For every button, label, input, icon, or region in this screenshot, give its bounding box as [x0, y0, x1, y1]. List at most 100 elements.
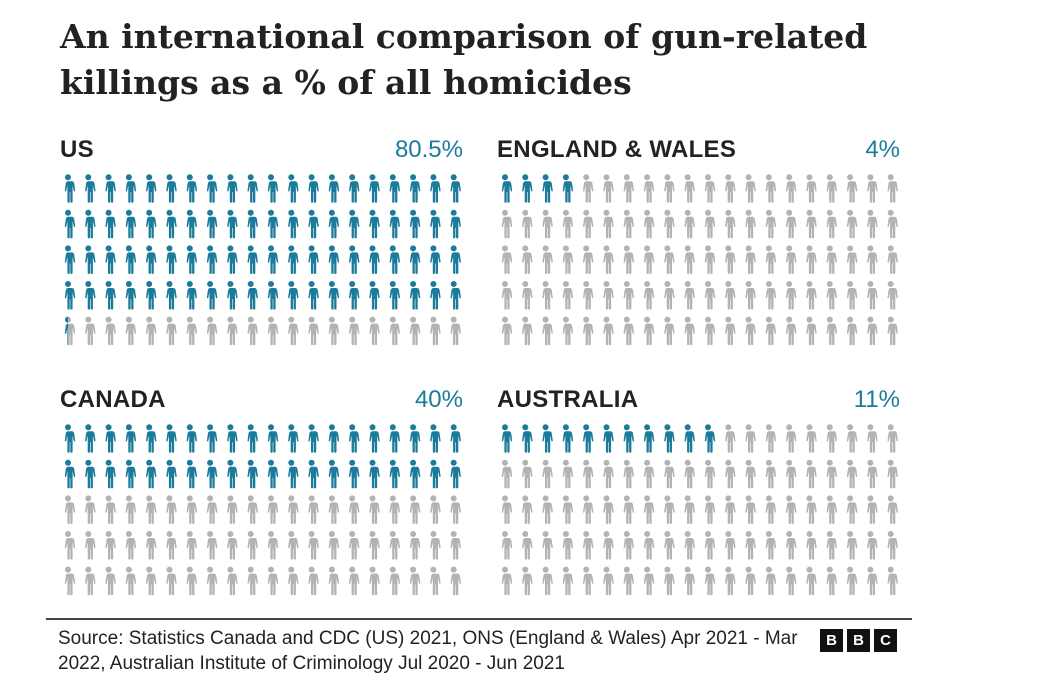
person-icon — [602, 174, 614, 203]
person-icon — [805, 495, 817, 524]
person-icon — [562, 459, 574, 489]
person-icon — [84, 174, 96, 203]
person-icon — [846, 245, 858, 274]
person-icon — [866, 281, 878, 310]
person-icon — [246, 245, 258, 274]
person-icon — [886, 424, 898, 453]
person-icon — [246, 495, 258, 524]
person-icon — [683, 209, 695, 239]
person-icon — [683, 531, 695, 560]
person-icon — [186, 459, 198, 489]
person-icon — [744, 459, 756, 489]
person-icon — [429, 424, 441, 453]
person-icon — [866, 424, 878, 453]
person-icon — [886, 495, 898, 524]
person-icon — [501, 424, 513, 453]
person-icon — [186, 209, 198, 239]
person-icon — [704, 281, 716, 310]
person-icon — [104, 495, 116, 524]
person-icon — [765, 424, 777, 453]
person-icon — [348, 316, 360, 346]
person-icon — [429, 495, 441, 524]
person-icon — [521, 209, 533, 239]
person-icon — [724, 174, 736, 203]
person-icon — [765, 531, 777, 560]
person-icon — [368, 174, 380, 203]
person-icon — [328, 566, 340, 596]
person-icon — [704, 531, 716, 560]
logo-letter: B — [820, 629, 843, 652]
person-icon — [165, 316, 177, 346]
person-icon — [826, 531, 838, 560]
person-icon — [643, 209, 655, 239]
person-icon — [805, 424, 817, 453]
person-icon — [429, 459, 441, 489]
person-icon — [409, 531, 421, 560]
person-icon — [328, 174, 340, 203]
person-icon — [409, 566, 421, 596]
person-icon — [328, 316, 340, 346]
person-icon — [145, 174, 157, 203]
pictogram-grid — [64, 174, 461, 346]
person-icon — [389, 209, 401, 239]
person-icon — [226, 316, 238, 346]
person-icon — [623, 495, 635, 524]
person-icon — [805, 209, 817, 239]
person-icon — [348, 459, 360, 489]
person-icon — [623, 209, 635, 239]
person-icon — [287, 495, 299, 524]
person-icon — [501, 459, 513, 489]
person-icon — [765, 245, 777, 274]
person-icon — [582, 459, 594, 489]
person-icon — [125, 281, 137, 310]
person-icon — [449, 531, 461, 560]
person-icon — [307, 566, 319, 596]
person-icon — [765, 281, 777, 310]
person-icon — [287, 174, 299, 203]
logo-letter: C — [874, 629, 897, 652]
person-icon — [287, 459, 299, 489]
person-icon — [125, 531, 137, 560]
pictogram-grid — [501, 424, 898, 596]
person-icon — [521, 245, 533, 274]
person-icon — [704, 209, 716, 239]
person-icon — [805, 316, 817, 346]
person-icon — [866, 316, 878, 346]
person-icon — [866, 495, 878, 524]
person-icon — [785, 316, 797, 346]
person-icon — [104, 209, 116, 239]
panel-value: 4% — [865, 136, 900, 163]
person-icon — [724, 281, 736, 310]
person-icon — [125, 459, 137, 489]
person-icon — [84, 245, 96, 274]
person-icon — [541, 316, 553, 346]
person-icon — [602, 531, 614, 560]
person-icon — [846, 209, 858, 239]
person-icon — [328, 459, 340, 489]
person-icon — [267, 531, 279, 560]
person-icon — [145, 424, 157, 453]
person-icon — [886, 459, 898, 489]
person-icon — [886, 209, 898, 239]
person-icon — [165, 245, 177, 274]
person-icon — [562, 316, 574, 346]
person-icon — [186, 424, 198, 453]
person-icon — [643, 424, 655, 453]
person-icon — [683, 566, 695, 596]
person-icon — [449, 316, 461, 346]
person-icon — [84, 281, 96, 310]
person-icon — [246, 424, 258, 453]
person-icon — [409, 209, 421, 239]
person-icon — [846, 531, 858, 560]
person-icon — [501, 174, 513, 203]
person-icon — [84, 459, 96, 489]
person-icon — [246, 531, 258, 560]
person-icon — [846, 495, 858, 524]
person-icon — [785, 495, 797, 524]
person-icon — [226, 531, 238, 560]
person-icon — [521, 459, 533, 489]
person-icon — [429, 566, 441, 596]
person-icon — [562, 495, 574, 524]
person-icon — [104, 281, 116, 310]
person-icon — [186, 566, 198, 596]
